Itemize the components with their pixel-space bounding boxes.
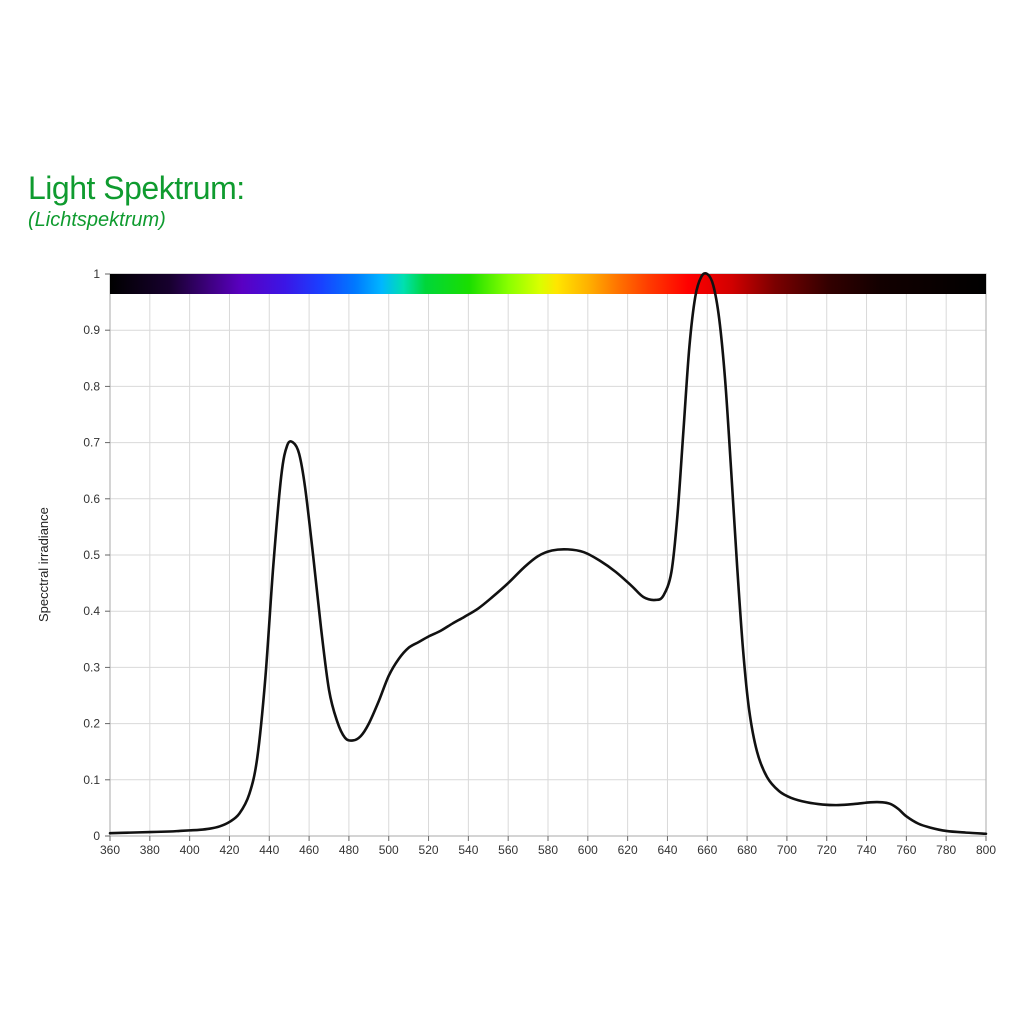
svg-text:460: 460 [299,843,319,857]
svg-text:620: 620 [618,843,638,857]
svg-text:0.5: 0.5 [83,548,100,562]
svg-text:380: 380 [140,843,160,857]
svg-text:400: 400 [180,843,200,857]
svg-text:680: 680 [737,843,757,857]
svg-text:0.9: 0.9 [83,323,100,337]
svg-text:520: 520 [419,843,439,857]
svg-text:0.3: 0.3 [83,660,100,674]
svg-text:0.1: 0.1 [83,773,100,787]
svg-text:500: 500 [379,843,399,857]
page-title: Light Spektrum: [28,170,996,207]
svg-text:780: 780 [936,843,956,857]
svg-text:560: 560 [498,843,518,857]
svg-text:420: 420 [219,843,239,857]
svg-text:0: 0 [93,829,100,843]
svg-text:740: 740 [857,843,877,857]
svg-text:360: 360 [100,843,120,857]
svg-text:0.7: 0.7 [83,436,100,450]
chart-canvas: 360 380 400 420 440 460 480 500 520 540 560 580 600 6… [28,246,996,866]
spectrum-chart: Specctral irradiance 360 380 400 420 440 460 4… [28,246,996,866]
svg-text:700: 700 [777,843,797,857]
svg-text:660: 660 [697,843,717,857]
svg-text:640: 640 [657,843,677,857]
svg-text:0.4: 0.4 [83,604,100,618]
svg-text:440: 440 [259,843,279,857]
svg-text:600: 600 [578,843,598,857]
svg-text:800: 800 [976,843,996,857]
svg-text:760: 760 [896,843,916,857]
svg-text:580: 580 [538,843,558,857]
y-axis-label: Specctral irradiance [36,508,51,623]
page-subtitle: (Lichtspektrum) [28,209,996,232]
svg-text:0.8: 0.8 [83,379,100,393]
svg-text:0.6: 0.6 [83,492,100,506]
svg-text:540: 540 [458,843,478,857]
svg-text:0.2: 0.2 [83,717,100,731]
svg-text:1: 1 [93,267,100,281]
svg-text:480: 480 [339,843,359,857]
svg-text:720: 720 [817,843,837,857]
